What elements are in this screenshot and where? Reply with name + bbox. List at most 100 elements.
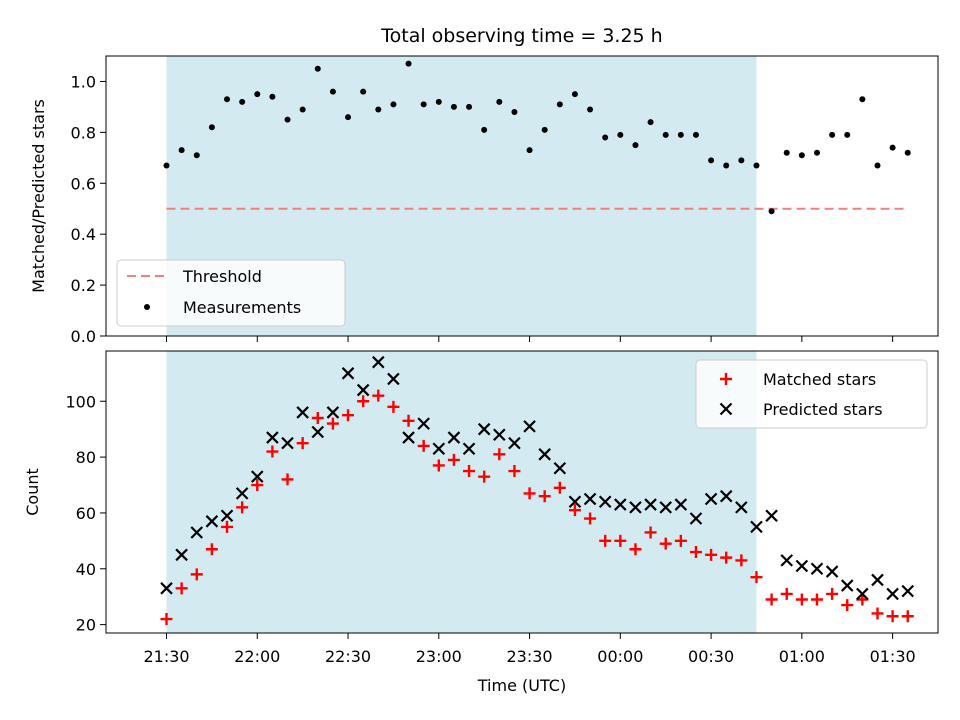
matched-star-point: [720, 551, 733, 564]
matched-star-point: [175, 582, 188, 595]
predicted-star-point: [765, 509, 778, 523]
matched-star-point: [523, 487, 536, 500]
predicted-star-point: [810, 562, 824, 576]
top-y-tick-label: 0.4: [71, 225, 96, 244]
measurement-point: [390, 101, 397, 108]
matched-star-point: [856, 593, 869, 606]
predicted-star-point: [477, 422, 491, 436]
bottom-panel: 20 40 60 80 100 21:30 22:00 22:30 23:00 23:30 00:0…: [65, 350, 939, 666]
measurement-point: [677, 131, 684, 138]
predicted-star-point: [266, 431, 279, 444]
predicted-star-point: [629, 501, 642, 514]
predicted-star-point: [341, 367, 355, 380]
matched-star-point: [387, 400, 400, 413]
matched-star-point: [644, 526, 657, 539]
predicted-star-point: [583, 492, 597, 506]
x-tick-label: 01:00: [779, 647, 825, 666]
predicted-star-point: [160, 582, 173, 595]
measurement-point: [450, 103, 457, 110]
predicted-star-point: [523, 420, 536, 433]
predicted-star-point: [840, 579, 854, 592]
predicted-star-point: [356, 383, 370, 397]
matched-star-point: [810, 593, 823, 606]
matched-star-point: [266, 445, 279, 458]
matched-star-point: [326, 417, 339, 430]
matched-star-point: [311, 412, 324, 425]
chart-title: Total observing time = 3.25 h: [380, 25, 662, 47]
measurement-point: [844, 131, 851, 138]
top-frame: [105, 55, 939, 337]
x-tick-label: 22:00: [234, 647, 280, 666]
matched-star-point: [584, 512, 597, 525]
measurement-point: [496, 98, 503, 105]
measurement-point: [692, 131, 699, 138]
measurement-point: [556, 101, 563, 108]
bottom-y-tick-label: 40: [76, 560, 96, 579]
measurement-point: [163, 162, 170, 169]
predicted-star-point: [674, 498, 688, 511]
measurement-point: [662, 131, 669, 138]
bottom-y-axis-label: Count: [23, 468, 42, 516]
legend-measurement-swatch: [144, 304, 150, 310]
matched-star-point: [251, 479, 264, 492]
measurement-point: [889, 144, 896, 151]
matched-star-point: [599, 534, 612, 547]
predicted-star-point: [402, 431, 415, 444]
predicted-star-point: [780, 554, 794, 567]
predicted-star-point: [220, 509, 234, 523]
matched-star-point: [689, 546, 702, 559]
bottom-shaded-region: [166, 351, 757, 633]
measurement-point: [193, 152, 200, 159]
predicted-star-point: [735, 501, 748, 514]
legend-predicted-label: Predicted stars: [763, 400, 883, 419]
measurement-point: [874, 162, 881, 169]
bottom-legend: Matched stars Predicted stars: [695, 359, 928, 429]
measurement-point: [602, 134, 609, 141]
predicted-star-point: [901, 584, 915, 598]
predicted-star-point: [871, 573, 884, 587]
bottom-y-tick-label: 60: [76, 504, 96, 523]
measurement-point: [829, 131, 836, 138]
predicted-star-point: [689, 512, 703, 525]
measurement-point: [587, 106, 594, 113]
predicted-star-point: [493, 428, 506, 442]
measurement-point: [420, 101, 427, 108]
measurement-point: [208, 124, 215, 131]
measurement-point: [329, 88, 336, 95]
top-legend-box: [116, 259, 346, 327]
bottom-frame: [105, 350, 939, 634]
matched-star-point: [236, 501, 249, 514]
predicted-star-point: [387, 372, 400, 386]
x-tick-label: 01:30: [870, 647, 916, 666]
predicted-star-point: [659, 501, 672, 514]
x-tick-label: 23:30: [507, 647, 553, 666]
top-y-axis-label: Matched/Predicted stars: [29, 99, 48, 293]
measurement-point: [526, 147, 533, 154]
measurement-point: [859, 96, 866, 103]
x-tick-label: 23:00: [416, 647, 462, 666]
predicted-star-point: [250, 470, 264, 483]
predicted-star-point: [750, 520, 763, 534]
measurement-point: [571, 91, 578, 98]
top-y-tick-label: 1.0: [71, 72, 96, 91]
predicted-star-point: [538, 448, 551, 461]
matched-star-point: [614, 534, 627, 547]
predicted-star-point: [311, 425, 325, 439]
matched-star-point: [357, 395, 370, 408]
measurement-point: [345, 114, 352, 121]
predicted-star-point: [432, 442, 446, 456]
matched-star-point: [402, 414, 415, 427]
matched-star-point: [372, 389, 385, 402]
matched-star-point: [901, 610, 914, 623]
measurement-point: [481, 126, 488, 133]
predicted-star-point: [553, 461, 567, 475]
measurement-point: [239, 98, 246, 105]
legend-threshold-label: Threshold: [182, 267, 262, 286]
legend-matched-label: Matched stars: [763, 370, 876, 389]
matched-star-point: [795, 593, 808, 606]
matched-star-point: [205, 543, 218, 556]
matched-star-point: [296, 437, 309, 450]
measurement-point: [375, 106, 382, 113]
legend-matched-swatch: [720, 373, 732, 385]
